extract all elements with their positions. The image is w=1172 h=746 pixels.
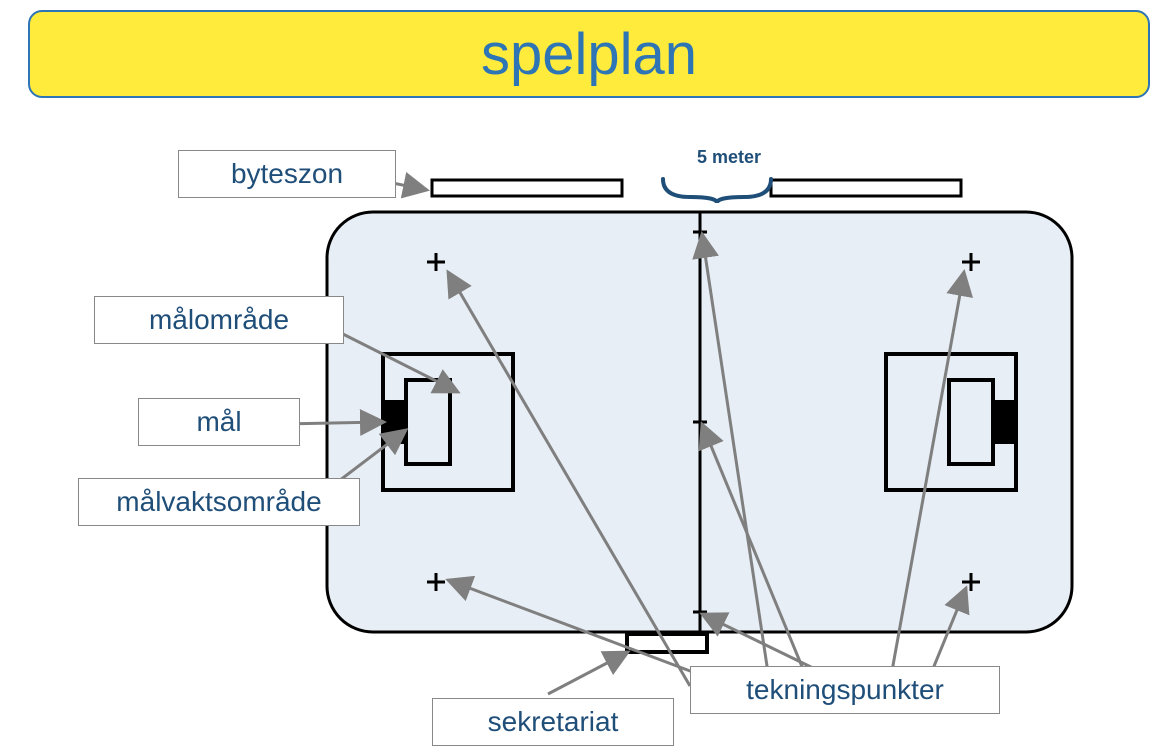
label-malvakt-text: målvaktsområde xyxy=(116,486,321,518)
label-sekretariat-text: sekretariat xyxy=(488,706,619,738)
label-tekpts: tekningspunkter xyxy=(690,666,1000,714)
diagram-svg xyxy=(0,0,1172,746)
diagram-root: spelplan byteszon målområde mål målvakts… xyxy=(0,0,1172,746)
label-malvakt: målvaktsområde xyxy=(78,478,360,526)
label-tekpts-text: tekningspunkter xyxy=(746,674,944,706)
label-byteszon: byteszon xyxy=(178,150,396,198)
label-mal-text: mål xyxy=(196,406,241,438)
label-mal: mål xyxy=(138,398,300,446)
measure-text-span: 5 meter xyxy=(697,147,761,167)
label-malomrade-text: målområde xyxy=(149,304,289,336)
label-malomrade: målområde xyxy=(94,296,344,344)
label-byteszon-text: byteszon xyxy=(231,158,343,190)
label-sekretariat: sekretariat xyxy=(432,698,674,746)
measure-text: 5 meter xyxy=(669,147,789,171)
